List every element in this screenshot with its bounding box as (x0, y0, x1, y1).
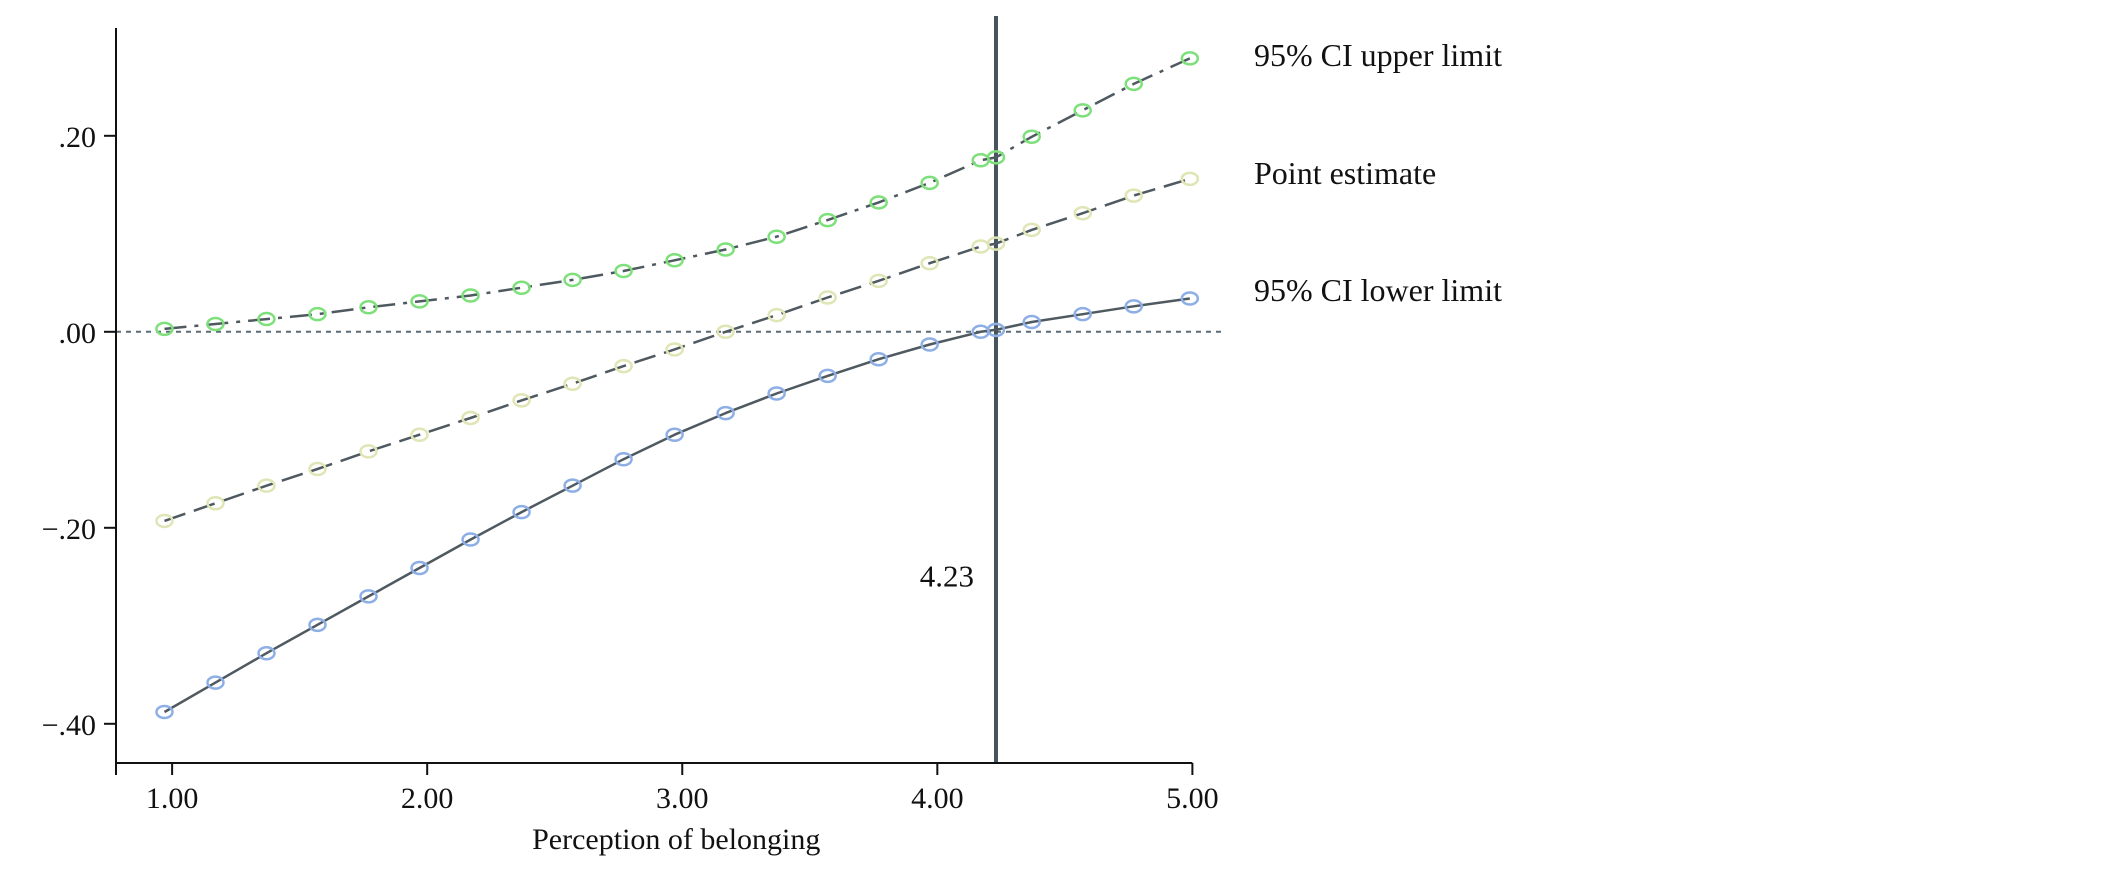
data-point-95-ci-upper-limit (665, 253, 684, 268)
data-point-point-estimate (257, 478, 276, 493)
data-point-95-ci-upper-limit (308, 306, 327, 322)
data-point-95-ci-upper-limit (716, 242, 735, 257)
data-point-95-ci-lower-limit (155, 704, 174, 720)
data-point-point-estimate (818, 290, 837, 305)
series-markers (155, 51, 1200, 720)
data-point-95-ci-upper-limit (1022, 129, 1041, 145)
data-point-point-estimate (206, 496, 225, 511)
data-point-point-estimate (308, 461, 327, 477)
data-point-95-ci-lower-limit (461, 532, 480, 547)
data-point-point-estimate (1124, 188, 1143, 203)
y-tick-label: −.20 (42, 513, 96, 546)
data-point-95-ci-upper-limit (986, 150, 1006, 165)
threshold-annotation: 4.23 (920, 559, 974, 594)
data-point-95-ci-upper-limit (461, 288, 480, 303)
data-point-95-ci-lower-limit (257, 645, 276, 661)
data-point-95-ci-upper-limit (563, 272, 582, 288)
data-point-95-ci-upper-limit (512, 280, 531, 295)
data-point-95-ci-lower-limit (716, 405, 735, 421)
data-point-point-estimate (716, 324, 735, 340)
data-point-95-ci-upper-limit (1124, 76, 1143, 92)
legend: 95% CI upper limit Point estimate 95% CI l… (1254, 37, 1502, 308)
y-tick-label: .00 (59, 317, 97, 350)
x-tick-label: 1.00 (146, 782, 199, 815)
series-line-95-ci-lower-limit (163, 297, 1190, 714)
data-point-95-ci-lower-limit (986, 322, 1006, 338)
legend-label-95-ci-upper-limit: 95% CI upper limit (1254, 37, 1502, 73)
data-point-point-estimate (410, 427, 429, 442)
data-point-95-ci-lower-limit (920, 337, 939, 352)
data-point-point-estimate (1073, 205, 1092, 221)
data-point-95-ci-lower-limit (614, 451, 633, 467)
x-tick-label: 3.00 (656, 782, 709, 815)
data-point-point-estimate (155, 513, 174, 529)
y-tick-label: −.40 (42, 709, 96, 742)
data-point-95-ci-lower-limit (359, 589, 378, 604)
series-line-95-ci-upper-limit (164, 57, 1191, 331)
data-point-95-ci-lower-limit (665, 427, 684, 442)
data-point-95-ci-upper-limit (257, 311, 276, 327)
data-point-95-ci-lower-limit (1073, 306, 1092, 322)
data-point-95-ci-upper-limit (614, 263, 633, 279)
data-point-point-estimate (614, 358, 633, 374)
data-point-point-estimate (1180, 171, 1200, 187)
legend-label-point-estimate: Point estimate (1254, 155, 1436, 191)
data-point-95-ci-lower-limit (206, 675, 225, 690)
data-point-95-ci-upper-limit (869, 195, 888, 210)
data-point-95-ci-lower-limit (410, 560, 429, 576)
data-point-point-estimate (971, 239, 990, 254)
data-point-95-ci-upper-limit (920, 175, 939, 191)
data-point-point-estimate (512, 393, 531, 408)
data-point-point-estimate (461, 410, 480, 426)
legend-label-95-ci-lower-limit: 95% CI lower limit (1254, 272, 1502, 308)
series-lines (163, 57, 1191, 714)
data-point-95-ci-upper-limit (155, 321, 174, 337)
data-point-95-ci-lower-limit (767, 386, 786, 401)
data-point-95-ci-upper-limit (1073, 103, 1092, 118)
data-point-point-estimate (1022, 222, 1041, 238)
data-point-95-ci-upper-limit (1180, 51, 1200, 66)
y-tick-label: .20 (59, 121, 97, 154)
data-point-point-estimate (767, 307, 786, 323)
data-point-95-ci-upper-limit (410, 294, 429, 309)
data-point-95-ci-upper-limit (818, 212, 837, 228)
data-point-95-ci-lower-limit (563, 478, 582, 493)
series-line-point-estimate (164, 177, 1191, 523)
data-point-95-ci-lower-limit (1180, 291, 1200, 306)
data-point-95-ci-upper-limit (359, 300, 378, 315)
data-point-95-ci-lower-limit (869, 351, 888, 367)
x-tick-label: 5.00 (1166, 782, 1219, 815)
axes: .20 .00 −.20 −.40 1.00 2.00 3.00 4.00 5.00 (42, 28, 1219, 815)
data-point-point-estimate (563, 376, 582, 391)
data-point-95-ci-upper-limit (767, 229, 786, 244)
x-tick-label: 2.00 (401, 782, 454, 815)
data-point-point-estimate (920, 255, 939, 271)
x-axis-title: Perception of belonging (532, 823, 820, 856)
data-point-point-estimate (986, 236, 1006, 251)
data-point-95-ci-lower-limit (512, 504, 531, 520)
data-point-95-ci-lower-limit (1022, 314, 1041, 330)
data-point-point-estimate (359, 444, 378, 459)
data-point-95-ci-upper-limit (206, 316, 225, 332)
data-point-95-ci-lower-limit (308, 617, 327, 633)
chart-text: Perception of belonging 4.23 (532, 559, 974, 856)
data-point-point-estimate (869, 273, 888, 289)
data-point-point-estimate (665, 342, 684, 357)
data-point-95-ci-lower-limit (1124, 299, 1143, 314)
data-point-95-ci-lower-limit (818, 368, 837, 384)
reference-lines (116, 16, 1223, 763)
x-tick-label: 4.00 (911, 782, 964, 815)
